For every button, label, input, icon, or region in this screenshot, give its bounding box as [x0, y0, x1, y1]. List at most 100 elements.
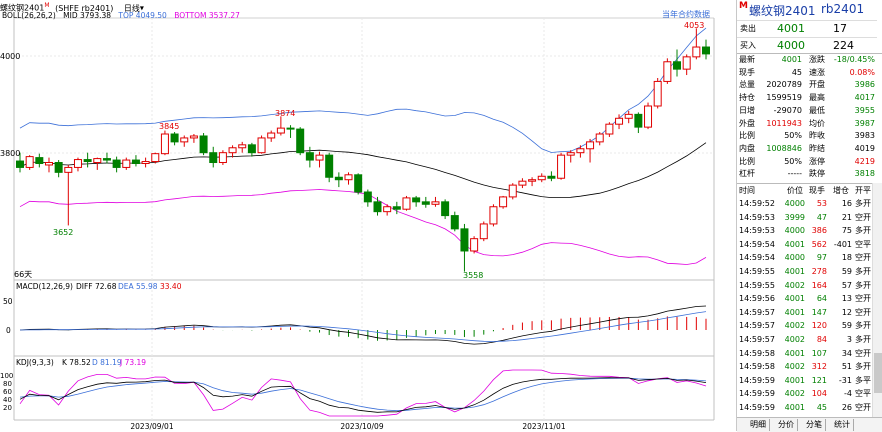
candle-body — [663, 61, 672, 82]
stat-value: -18/0.45% — [833, 55, 875, 64]
tick-change: -401 — [833, 239, 852, 249]
candle-body — [692, 46, 701, 58]
kdj-axis-80: 80 — [3, 380, 12, 388]
tick-change: -31 — [838, 375, 852, 385]
stat-value: 3818 — [854, 169, 875, 179]
candle-body — [344, 174, 353, 181]
candle-body — [218, 152, 227, 164]
tab-by-trade[interactable]: 分笔 — [803, 419, 826, 431]
sell-row[interactable]: 卖出 4001 17 — [737, 20, 877, 37]
tick-list: 时间 价位 现手 增仓 开平 14:59:52 4000 53 16 多开 14:59:53 3999… — [737, 183, 873, 418]
quote-title-bar: M 螺纹钢2401 rb2401 — [737, 0, 882, 19]
tick-header-cell: 增仓 — [833, 186, 849, 195]
candle-body — [605, 123, 614, 135]
tab-by-price[interactable]: 分价 — [775, 419, 798, 431]
tick-qty: 45 — [816, 403, 827, 412]
tick-qty: 147 — [811, 307, 827, 317]
tick-change: 59 — [841, 267, 852, 276]
buy-label: 买入 — [740, 41, 756, 50]
candle-body — [508, 184, 517, 198]
stat-label: 杠杆 — [739, 169, 755, 179]
candle-body — [615, 117, 624, 125]
quote-stats: 最新 4001 涨跌 -18/0.45% 现手 45 速涨 0.08% 总量 2020789 开盘 3… — [737, 53, 882, 182]
stat-value: 4001 — [781, 55, 802, 64]
tick-price: 4001 — [784, 348, 805, 358]
candle-body — [499, 196, 508, 208]
candle-body — [209, 152, 218, 164]
tick-scrollbar[interactable] — [872, 183, 882, 417]
stat-value: 1011943 — [766, 118, 802, 128]
sell-qty: 17 — [833, 22, 847, 35]
stat-row: 比例 50% 涨停 4219 — [737, 156, 877, 168]
price-axis-4000: 4000 — [0, 52, 20, 61]
stat-label: 比例 — [739, 156, 755, 166]
tab-detail[interactable]: 明细 — [747, 419, 770, 431]
tick-time: 14:59:57 — [739, 335, 775, 344]
candle-body — [170, 133, 179, 143]
tick-row: 14:59:58 4001 107 34 空开 — [737, 347, 877, 360]
stat-value: ----- — [787, 169, 802, 179]
candle-body — [586, 141, 595, 150]
stat-label: 昨收 — [809, 131, 825, 141]
tick-type: 空开 — [855, 212, 871, 222]
tick-price: 4000 — [784, 253, 805, 263]
kline-chart-area[interactable]: 4000 3800 4053 当年合约数据 3874 3845 3652 355… — [0, 0, 736, 431]
tick-qty: 164 — [811, 280, 827, 290]
tick-type: 多开 — [855, 335, 871, 344]
macd-value: 33.40 — [160, 282, 182, 291]
candle-body — [247, 144, 256, 154]
detail-tabs: 明细 分价 分笔 统计 — [737, 417, 882, 432]
quote-panel: M 螺纹钢2401 rb2401 卖出 4001 17 买入 4000 224 … — [736, 0, 882, 432]
stat-label: 开盘 — [809, 80, 825, 90]
tick-row: 14:59:59 4001 121 -31 多平 — [737, 374, 877, 387]
candle-body — [354, 174, 363, 193]
tick-type: 空平 — [855, 389, 871, 399]
tick-qty: 104 — [811, 389, 827, 399]
tick-row: 14:59:57 4002 120 59 多开 — [737, 319, 877, 332]
candle-body — [450, 215, 459, 230]
tick-change: 21 — [841, 212, 852, 222]
scrollbar-thumb[interactable] — [874, 353, 882, 393]
chevron-down-icon[interactable]: ▾ — [139, 3, 144, 13]
period-selector[interactable]: 日线 — [123, 3, 140, 13]
tick-change: 34 — [841, 348, 852, 358]
tick-qty: 64 — [816, 294, 827, 304]
tick-time: 14:59:58 — [739, 348, 775, 358]
candles-group — [16, 28, 710, 272]
tick-qty: 84 — [816, 335, 827, 344]
tick-qty: 107 — [811, 348, 827, 358]
tab-statistics[interactable]: 统计 — [831, 419, 854, 431]
candle-body — [35, 157, 44, 164]
candle-body — [431, 201, 440, 205]
macd-dea-line — [19, 311, 707, 342]
sell-label: 卖出 — [740, 24, 756, 33]
kdj-axis-20: 20 — [3, 404, 12, 412]
buy-row[interactable]: 买入 4000 224 — [737, 37, 877, 54]
tick-time: 14:59:58 — [739, 362, 775, 372]
candle-body — [537, 175, 546, 181]
candle-body — [557, 154, 566, 179]
tick-change: 57 — [841, 280, 852, 290]
annotation-peak: 4053 — [684, 21, 704, 30]
candle-body — [412, 197, 421, 203]
tick-header: 时间 价位 现手 增仓 开平 — [737, 184, 877, 197]
candle-body — [460, 228, 469, 252]
tick-qty: 47 — [816, 212, 827, 222]
macd-label: MACD(12,26,9) — [16, 282, 73, 291]
stat-value: 3986 — [854, 80, 875, 90]
candle-body — [276, 127, 285, 134]
stat-row: 内盘 1008846 昨结 4019 — [737, 143, 877, 155]
candle-body — [470, 238, 479, 252]
tick-type: 空平 — [855, 239, 871, 249]
kline-chart-svg[interactable]: 4000 3800 4053 当年合约数据 3874 3845 3652 355… — [0, 0, 736, 431]
tick-row: 14:59:53 4000 386 75 多开 — [737, 224, 877, 237]
tick-change: 75 — [841, 226, 852, 236]
tick-time: 14:59:55 — [739, 267, 775, 276]
tick-change: 12 — [841, 307, 852, 317]
candle-body — [83, 159, 92, 163]
tick-header-cell: 现手 — [809, 186, 825, 195]
tick-type: 多平 — [855, 375, 871, 385]
tick-price: 4001 — [784, 307, 805, 317]
candle-body — [547, 175, 556, 179]
stat-row: 现手 45 速涨 0.08% — [737, 67, 877, 79]
